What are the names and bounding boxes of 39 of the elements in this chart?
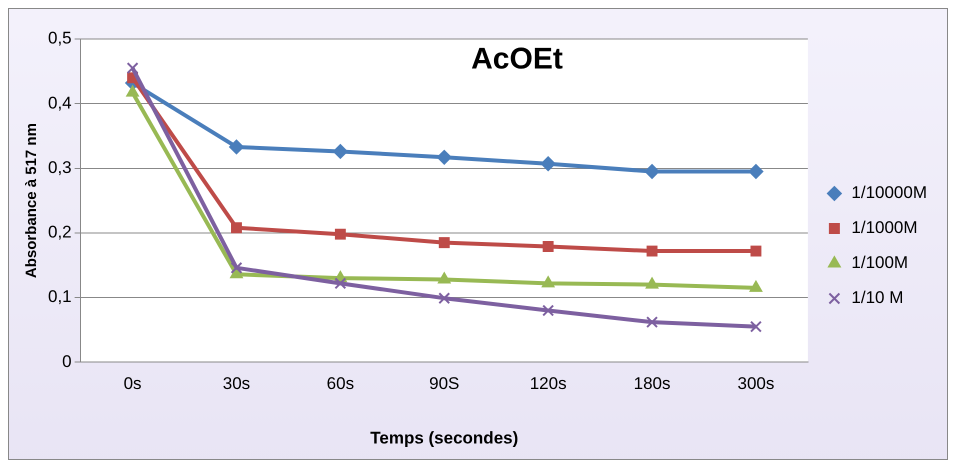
point [644, 164, 660, 180]
point [646, 316, 658, 328]
legend-label: 1/10 M [851, 288, 904, 308]
y-axis-title: Absorbance à 517 nm [23, 123, 40, 278]
point [540, 156, 556, 172]
x-tick-label: 60s [326, 374, 354, 394]
y-tick-label: 0,5 [48, 28, 72, 48]
x-tick-label: 120s [530, 374, 567, 394]
chart-title: AcOEt [471, 42, 563, 76]
point [436, 150, 452, 165]
x-tick-label: 0s [124, 374, 142, 394]
point [332, 144, 348, 159]
point [750, 246, 762, 256]
point [228, 139, 244, 154]
y-tick-label: 0 [62, 352, 72, 371]
point [438, 292, 450, 304]
x-tick-label: 90S [429, 374, 460, 394]
point [334, 228, 346, 240]
point [748, 164, 764, 180]
point [231, 222, 242, 234]
y-tick-label: 0,1 [48, 287, 72, 306]
point [230, 262, 242, 274]
x-axis-title: Temps (secondes) [370, 428, 518, 448]
y-tick-label: 0,3 [48, 158, 72, 177]
point [334, 277, 346, 290]
point [646, 246, 658, 256]
point [542, 304, 554, 316]
point [542, 241, 554, 252]
legend-label: 1/100M [851, 253, 908, 272]
y-tick-label: 0,2 [48, 222, 72, 242]
point [438, 237, 450, 248]
y-tick-label: 0,4 [48, 93, 72, 112]
x-tick-label: 300s [738, 374, 774, 394]
legend-label: 1/1000M [851, 218, 918, 238]
point [126, 62, 139, 74]
point [750, 320, 762, 333]
x-tick-label: 180s [634, 374, 670, 394]
legend-label: 1/10000M [851, 183, 928, 202]
x-tick-label: 30s [222, 374, 250, 394]
